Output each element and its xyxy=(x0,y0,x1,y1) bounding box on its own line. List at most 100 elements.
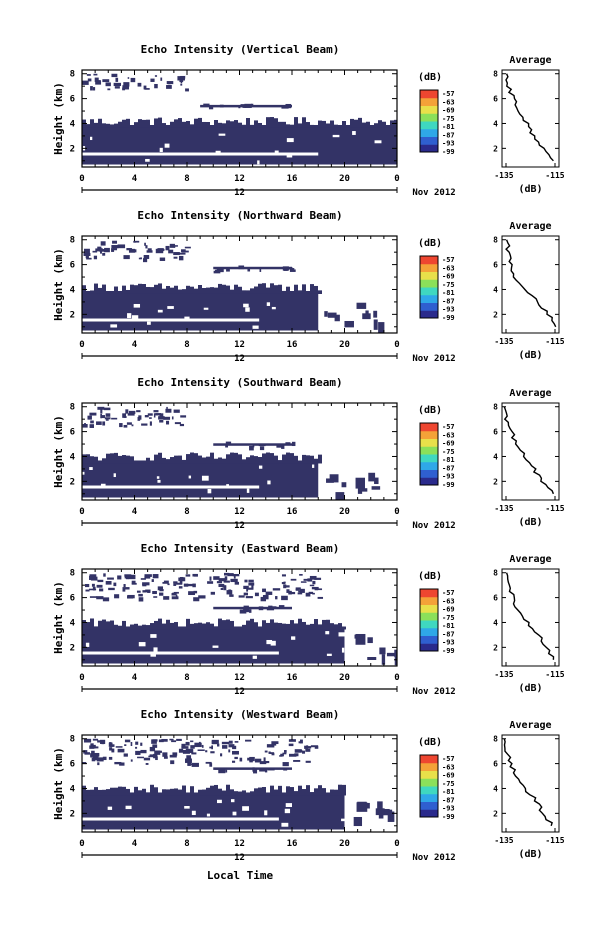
echo-cell xyxy=(110,453,114,464)
echo-cell xyxy=(382,121,386,128)
echo-cell xyxy=(173,409,180,413)
colorbar-tick-label: -57 xyxy=(442,423,455,431)
echo-cell xyxy=(94,626,98,630)
x-tick-label: 12 xyxy=(234,507,245,517)
echo-cell xyxy=(166,285,170,294)
echo-cell xyxy=(309,584,315,587)
echo-cell xyxy=(305,592,311,597)
echo-cell xyxy=(126,422,132,425)
echo-cell xyxy=(282,290,286,294)
echo-cell xyxy=(435,160,444,169)
echo-cell xyxy=(238,454,242,464)
colorbar-tick-label: -81 xyxy=(442,788,455,796)
echo-cell xyxy=(230,121,234,128)
echo-cell xyxy=(176,582,183,585)
echo-cell xyxy=(318,454,322,464)
echo-cell xyxy=(278,785,282,796)
x-tick-label: 0 xyxy=(79,507,84,517)
echo-cell xyxy=(90,789,94,796)
echo-cell xyxy=(210,751,215,754)
echo-cell xyxy=(209,746,212,749)
average-profile-line xyxy=(505,572,555,660)
echo-data xyxy=(82,738,395,830)
echo-cell xyxy=(96,757,104,762)
x-tick-label: 20 xyxy=(339,174,350,184)
echo-hole xyxy=(85,642,90,647)
echo-cell xyxy=(197,749,205,751)
echo-cell xyxy=(265,760,270,764)
echo-cell xyxy=(144,575,151,579)
echo-cell xyxy=(94,77,99,82)
echo-cell xyxy=(122,587,126,592)
y-tick-label: 2 xyxy=(70,643,75,653)
date-label: Nov 2012 xyxy=(412,853,455,863)
echo-hole xyxy=(226,484,230,488)
date-label: Nov 2012 xyxy=(412,687,455,697)
echo-cell xyxy=(274,789,278,796)
colorbar-segment xyxy=(420,90,438,99)
colorbar-tick-label: -63 xyxy=(442,431,455,439)
x-tick-label: 12 xyxy=(234,839,245,849)
echo-cell xyxy=(83,252,91,256)
average-frame xyxy=(501,568,560,667)
echo-cell xyxy=(221,741,230,745)
avg-y-tick-label: 4 xyxy=(493,285,498,294)
echo-cell xyxy=(167,583,170,586)
echo-cell xyxy=(222,745,228,749)
avg-y-tick-label: 8 xyxy=(493,70,498,79)
echo-cell xyxy=(146,625,150,630)
echo-cell xyxy=(161,738,168,742)
echo-cell xyxy=(259,446,265,451)
echo-cell xyxy=(90,754,93,758)
echo-cell xyxy=(305,748,311,752)
echo-cell xyxy=(131,424,134,427)
echo-cell xyxy=(226,590,233,595)
echo-cell xyxy=(276,444,282,448)
echo-cell xyxy=(100,250,102,254)
echo-cell xyxy=(174,788,178,796)
echo-hole xyxy=(201,475,209,481)
echo-hole xyxy=(281,822,289,827)
echo-layer xyxy=(82,626,345,664)
echo-cell xyxy=(234,120,238,128)
echo-cell xyxy=(180,415,187,418)
average-title: Average xyxy=(509,388,551,399)
echo-cell xyxy=(246,290,250,294)
y-tick-label: 4 xyxy=(70,119,76,129)
colorbar-frame xyxy=(419,255,439,319)
echo-cell xyxy=(158,793,162,796)
echo-cell xyxy=(243,585,249,590)
echo-cell xyxy=(122,786,126,796)
echo-cell xyxy=(173,583,177,586)
echo-cell xyxy=(154,75,158,77)
echo-cell xyxy=(151,579,154,582)
echo-cell xyxy=(155,413,161,416)
echo-cell xyxy=(299,739,303,744)
echo-cell xyxy=(149,754,157,757)
echo-cell xyxy=(338,784,342,796)
y-tick-label: 8 xyxy=(70,735,75,745)
echo-cell xyxy=(327,312,337,318)
echo-cell xyxy=(89,745,95,749)
echo-cell xyxy=(150,461,154,464)
echo-cell xyxy=(356,802,368,812)
echo-cell xyxy=(230,578,238,583)
echo-cell xyxy=(117,575,122,580)
echo-cell xyxy=(202,121,206,128)
echo-cell xyxy=(123,82,130,87)
echo-cell xyxy=(82,620,86,630)
echo-cell xyxy=(140,749,147,754)
echo-cell xyxy=(144,415,149,418)
echo-cell xyxy=(198,285,202,294)
echo-cell xyxy=(270,283,274,294)
echo-cell xyxy=(226,784,230,796)
echo-cell xyxy=(124,744,127,747)
echo-cell xyxy=(370,125,374,128)
echo-hole xyxy=(191,810,196,816)
echo-cell xyxy=(130,284,134,294)
echo-cell xyxy=(194,623,198,630)
echo-cell xyxy=(203,103,210,106)
echo-cell xyxy=(97,406,105,410)
echo-cell xyxy=(152,590,157,595)
echo-cell xyxy=(98,789,102,796)
